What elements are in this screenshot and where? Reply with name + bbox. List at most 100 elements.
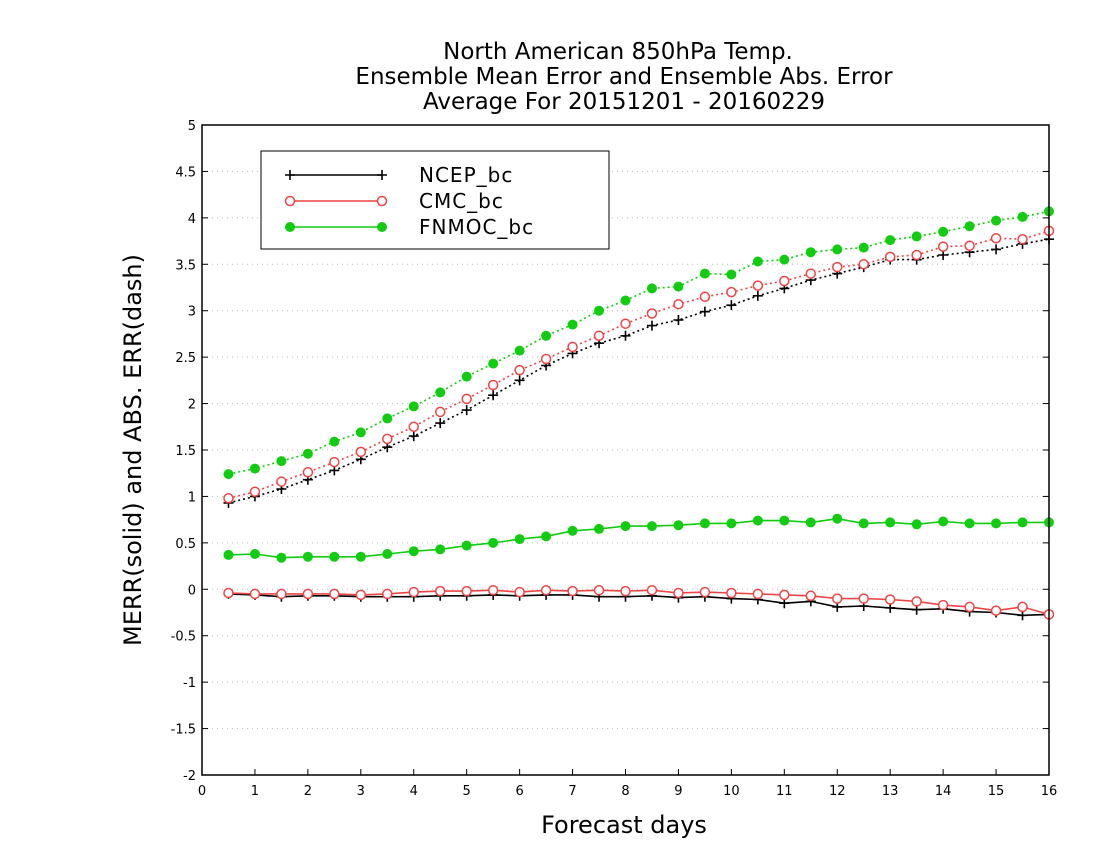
series-ncep-bc-abs-error-point	[752, 290, 763, 301]
series-fnmoc-bc-mean-error-point	[620, 521, 631, 532]
series-ncep-bc-abs-error-point	[514, 375, 525, 386]
series-fnmoc-bc-abs-error-point	[752, 256, 763, 267]
series-fnmoc-bc-abs-error-point	[488, 358, 499, 369]
series-cmc-bc-abs-error-point	[408, 421, 419, 433]
series-cmc-bc-mean-error-point	[540, 584, 552, 596]
series-fnmoc-bc-abs-error-point	[885, 235, 896, 246]
series-cmc-bc-mean-error-point	[302, 588, 314, 600]
series-cmc-bc	[223, 225, 1055, 620]
x-tick-label: 0	[198, 784, 206, 799]
series-cmc-bc-mean-error-point	[1017, 601, 1028, 613]
series-cmc-bc-abs-error-point	[964, 240, 975, 251]
series-ncep-bc-abs-error-point	[461, 405, 472, 416]
series-cmc-bc-abs-error-point	[223, 493, 234, 504]
series-fnmoc-bc-abs-error-point	[514, 345, 525, 356]
series-fnmoc-bc-mean-error-point	[752, 515, 763, 526]
series-cmc-bc-abs-error-point	[1017, 233, 1028, 245]
series-fnmoc-bc-mean-error-point	[673, 520, 684, 531]
legend-label-cmc-bc: CMC_bc	[419, 189, 504, 213]
series-fnmoc-bc	[223, 206, 1054, 563]
series-cmc-bc-abs-error-point	[461, 393, 472, 405]
series-cmc-bc-mean-error-point	[593, 584, 605, 596]
series-cmc-bc-mean-error-point	[355, 589, 367, 601]
y-tick-label: 3	[188, 305, 196, 320]
series-fnmoc-bc-mean-error-point	[911, 519, 922, 530]
series-cmc-bc-abs-error-point	[382, 433, 393, 445]
series-cmc-bc-mean-error-point	[990, 605, 1002, 616]
series-cmc-bc-mean-error-point	[964, 601, 975, 613]
x-tick-label: 15	[988, 784, 1005, 799]
series-ncep-bc-abs-error-point	[726, 300, 737, 311]
series-cmc-bc-mean-error-point	[567, 585, 578, 597]
x-tick-label: 2	[304, 784, 312, 799]
series-fnmoc-bc-mean-error-point	[541, 531, 552, 542]
series-fnmoc-bc-mean-error-point	[223, 549, 234, 560]
series-cmc-bc-abs-error-point	[302, 467, 314, 478]
series-fnmoc-bc-mean-error-point	[382, 549, 393, 559]
series-fnmoc-bc-abs-error-point	[276, 456, 287, 467]
series-fnmoc-bc-mean-error-point	[594, 523, 605, 534]
series-fnmoc-bc-abs-error-point	[620, 295, 631, 306]
series-cmc-bc-mean-error-point	[461, 585, 472, 597]
series-cmc-bc-abs-error-point	[276, 476, 287, 487]
series-cmc-bc-abs-error-point	[593, 330, 605, 342]
y-tick-label: 4	[188, 212, 196, 227]
series-cmc-bc-abs-error-point	[699, 291, 711, 303]
y-tick-label: 5	[188, 119, 196, 134]
y-tick-label: 3.5	[175, 258, 196, 273]
x-tick-label: 6	[515, 784, 523, 799]
legend-marker-fnmoc-bc	[285, 222, 295, 232]
series-cmc-bc-mean-error-point	[514, 586, 525, 598]
series-fnmoc-bc-abs-error-point	[726, 269, 737, 280]
series-fnmoc-bc-mean-error-point	[699, 518, 710, 529]
legend-box	[260, 150, 610, 250]
y-tick-label: -2	[183, 769, 196, 784]
series-cmc-bc-mean-error-point	[276, 588, 287, 600]
series-fnmoc-bc-abs-error-point	[329, 436, 340, 447]
x-tick-label: 4	[410, 784, 418, 799]
series-cmc-bc-abs-error-point	[752, 280, 764, 291]
series-fnmoc-bc-mean-error-point	[858, 518, 869, 529]
series-cmc-bc-mean-error-point	[382, 588, 393, 600]
series-cmc-bc-abs-error-point	[673, 298, 684, 310]
series-fnmoc-bc-mean-error-point	[276, 552, 287, 563]
series-fnmoc-bc-mean-error-point	[514, 534, 525, 545]
x-axis-label: Forecast days	[541, 811, 707, 839]
series-cmc-bc-mean-error-point	[408, 586, 419, 598]
series-fnmoc-bc-mean-error-point	[488, 537, 499, 548]
series-cmc-bc-abs-error-point	[990, 233, 1002, 244]
series-fnmoc-bc-mean-error-point	[567, 525, 578, 536]
y-tick-label: -1.5	[171, 723, 196, 738]
series-cmc-bc-abs-error-point	[487, 379, 499, 391]
series-cmc-bc-mean-error-point	[329, 588, 340, 600]
series-fnmoc-bc-abs-error-point	[964, 221, 975, 232]
series-ncep-bc-abs-error-point	[620, 330, 631, 341]
series-ncep-bc-abs-error-point	[646, 320, 657, 331]
series-cmc-bc-abs-error-point	[249, 486, 261, 498]
series-cmc-bc-mean-error-point	[911, 596, 922, 607]
series-cmc-bc-mean-error-point	[779, 589, 790, 601]
y-tick-label: 4.5	[175, 165, 196, 180]
chart-title-line-2: Ensemble Mean Error and Ensemble Abs. Er…	[355, 64, 893, 90]
y-tick-label: 2	[188, 398, 196, 413]
x-tick-label: 8	[621, 784, 629, 799]
series-fnmoc-bc-abs-error-point	[302, 448, 313, 459]
series-fnmoc-bc-abs-error-point	[858, 242, 869, 253]
legend-marker-ncep-bc	[377, 170, 387, 180]
series-fnmoc-bc-abs-error-point	[779, 254, 790, 265]
series-cmc-bc-abs-error-point	[329, 456, 340, 468]
series-fnmoc-bc-abs-error-point	[938, 226, 949, 237]
series-cmc-bc-abs-error-point	[911, 249, 922, 261]
series-cmc-bc-mean-error-point	[832, 593, 843, 604]
series-ncep-bc-abs-error-point	[435, 418, 446, 429]
series-cmc-bc-abs-error-point	[434, 406, 446, 418]
series-fnmoc-bc-abs-error-point	[1017, 211, 1028, 222]
series-ncep-bc-abs-error-point	[991, 244, 1002, 255]
series-cmc-bc-abs-error-point	[567, 341, 578, 353]
y-tick-label: 1	[188, 490, 196, 505]
series-layer	[223, 206, 1055, 621]
series-fnmoc-bc-mean-error-point	[1017, 517, 1028, 528]
series-fnmoc-bc-abs-error-point	[991, 215, 1002, 226]
series-fnmoc-bc-mean-error-point	[991, 518, 1002, 529]
